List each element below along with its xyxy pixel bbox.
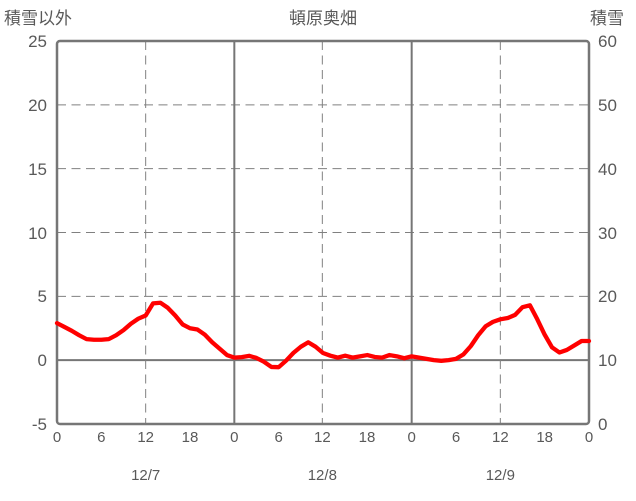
svg-text:15: 15 — [28, 160, 47, 179]
svg-text:18: 18 — [182, 429, 199, 446]
svg-text:0: 0 — [598, 415, 607, 434]
svg-text:6: 6 — [97, 429, 105, 446]
svg-text:12: 12 — [314, 429, 331, 446]
svg-text:20: 20 — [28, 96, 47, 115]
svg-text:5: 5 — [38, 287, 47, 306]
svg-text:6: 6 — [452, 429, 460, 446]
svg-text:20: 20 — [598, 287, 617, 306]
svg-text:12/9: 12/9 — [486, 467, 515, 484]
svg-text:0: 0 — [407, 429, 415, 446]
svg-text:12: 12 — [492, 429, 509, 446]
svg-text:12/7: 12/7 — [131, 467, 160, 484]
svg-text:60: 60 — [598, 32, 617, 51]
svg-text:10: 10 — [28, 224, 47, 243]
svg-text:40: 40 — [598, 160, 617, 179]
svg-text:6: 6 — [274, 429, 282, 446]
svg-text:12: 12 — [137, 429, 154, 446]
svg-text:18: 18 — [536, 429, 553, 446]
svg-text:12/8: 12/8 — [308, 467, 337, 484]
svg-text:0: 0 — [585, 429, 593, 446]
svg-text:0: 0 — [53, 429, 61, 446]
svg-text:10: 10 — [598, 351, 617, 370]
svg-text:0: 0 — [38, 351, 47, 370]
svg-text:30: 30 — [598, 224, 617, 243]
svg-text:18: 18 — [359, 429, 376, 446]
svg-text:-5: -5 — [32, 415, 47, 434]
svg-text:0: 0 — [230, 429, 238, 446]
svg-text:25: 25 — [28, 32, 47, 51]
svg-text:50: 50 — [598, 96, 617, 115]
